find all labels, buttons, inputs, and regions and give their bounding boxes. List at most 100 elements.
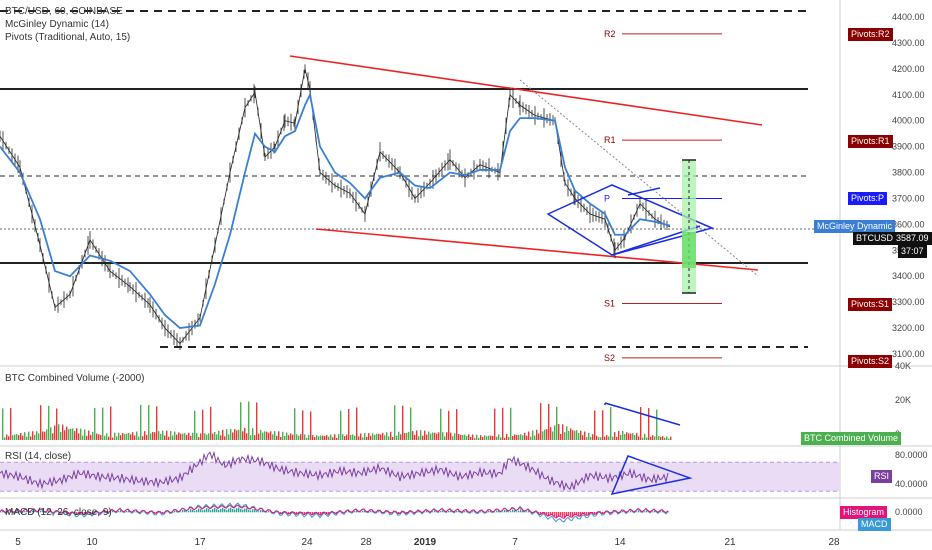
macd-histogram-bar [528,510,530,513]
volume-bar [444,436,446,440]
macd-pane[interactable] [0,502,670,523]
volume-bar [220,435,222,440]
macd-histogram-bar [186,511,188,513]
pattern-top-line [627,187,661,196]
macd-histogram-bar [188,510,190,513]
macd-histogram-bar [386,511,388,513]
volume-bar [582,435,584,440]
volume-bar [146,434,148,440]
macd-histogram-bar [522,510,524,513]
volume-pane[interactable] [2,401,681,440]
macd-histogram-bar [570,512,572,517]
volume-bar [616,436,618,440]
volume-tag: BTC Combined Volume [801,432,902,445]
macd-histogram-bar [84,512,86,515]
volume-bar [424,430,426,440]
price-axis[interactable]: 4400.00 4300.00 4200.00 4100.00 4000.00 3900.… [892,12,928,517]
volume-bar [292,434,294,440]
volume-bar [174,431,176,440]
macd-histogram-bar [34,510,36,513]
macd-histogram-bar [280,512,282,515]
volume-bar [84,429,86,440]
macd-histogram-bar [426,510,428,513]
volume-bar [52,433,54,440]
volume-bar [76,428,78,440]
volume-bar [258,433,260,440]
macd-histogram-bar [224,508,226,513]
macd-histogram-bar [466,510,468,513]
volume-bar [598,437,600,440]
macd-histogram-bar [326,512,328,514]
macd-histogram-bar [26,510,28,513]
macd-histogram-bar [212,509,214,513]
volume-bar [392,437,394,440]
volume-bar [494,408,496,440]
macd-histogram-bar [448,511,450,513]
volume-bar [260,429,262,440]
volume-bar [568,430,570,440]
volume-bar [588,432,590,440]
volume-bar [256,402,258,440]
volume-bar [12,435,14,440]
volume-bar [286,432,288,440]
rsi-pane[interactable] [0,450,840,496]
macd-histogram-bar [82,512,84,514]
volume-bar [558,424,560,440]
volume-bar [86,435,88,440]
volume-bar [236,430,238,440]
time-axis[interactable]: 5 10 17 24 28 2019 7 14 21 28 [15,537,840,548]
volume-bar [72,428,74,440]
volume-bar [266,431,268,440]
price-pane[interactable]: R2 R1 P S1 S2 [0,10,840,363]
volume-bar [276,435,278,440]
volume-legend: BTC Combined Volume (-2000) [5,373,145,384]
time-tick-label: 2019 [414,537,437,548]
volume-bar [440,408,442,440]
volume-bar [460,434,462,440]
macd-histogram-bar [200,509,202,513]
macd-histogram-bar [614,511,616,513]
macd-histogram-bar [190,509,192,513]
volume-bar [252,428,254,440]
pivot-p-label: P [604,193,610,203]
volume-bar [418,436,420,440]
volume-bar [456,409,458,440]
volume-bar [168,436,170,440]
time-tick-label: 28 [360,537,372,548]
pivot-r2-label: R2 [604,29,616,39]
volume-bar [638,436,640,440]
volume-bar [562,424,564,440]
macd-histogram-bar [252,509,254,513]
volume-bar [514,434,516,440]
volume-bar [524,432,526,440]
price-tick-label: 3800.00 [892,168,925,178]
chart-grid [0,0,932,531]
macd-histogram-bar [518,510,520,513]
macd-histogram-bar [498,510,500,513]
rsi-legend: RSI (14, close) [5,451,72,462]
macd-histogram-bar [458,510,460,513]
volume-bar [548,403,550,440]
macd-histogram-bar [42,510,44,513]
macd-histogram-bar [654,510,656,513]
volume-bar [142,436,144,440]
symbol-legend[interactable]: BTC/USD, 60, COINBASE McGinley Dynamic (… [5,5,130,44]
volume-bar [74,431,76,440]
macd-histogram-bar [668,511,670,513]
volume-bar [154,432,156,440]
macd-histogram-bar [554,512,556,517]
macd-histogram-bar [236,508,238,513]
macd-histogram-bar [442,510,444,513]
volume-bar [448,410,450,440]
macd-histogram-bar [112,510,114,513]
rsi-tag: RSI [871,470,893,483]
volume-bar [134,435,136,440]
volume-bar [334,434,336,440]
volume-bar [274,431,276,440]
macd-histogram-bar [196,510,198,513]
rsi-tick-label: 40.0000 [895,479,928,489]
volume-bar [118,432,120,440]
volume-bar [290,433,292,440]
volume-bar [516,435,518,440]
macd-histogram-bar [584,512,586,514]
